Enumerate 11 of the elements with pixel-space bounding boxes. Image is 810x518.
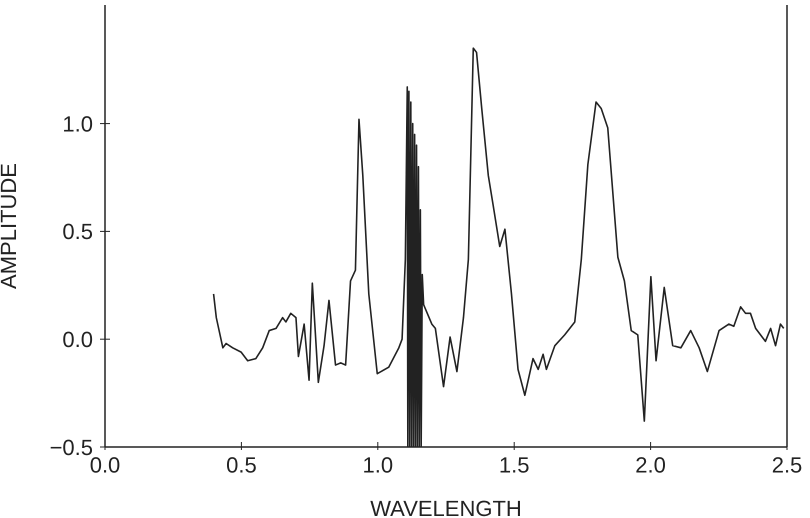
- y-tick-label: 0.0: [62, 327, 93, 352]
- x-tick-label: 2.5: [772, 452, 802, 478]
- x-tick-label: 0.5: [226, 452, 257, 478]
- y-tick-label: −0.5: [50, 434, 93, 460]
- x-tick-label: 2.0: [635, 452, 666, 478]
- x-tick-label: 1.0: [362, 452, 394, 478]
- y-tick-label: 0.5: [62, 219, 93, 244]
- y-tick-label: 1.0: [62, 111, 93, 136]
- y-axis-title: AMPLITUDE: [0, 163, 21, 289]
- x-axis-title: WAVELENGTH: [370, 496, 522, 518]
- x-tick-label: 1.5: [498, 452, 530, 478]
